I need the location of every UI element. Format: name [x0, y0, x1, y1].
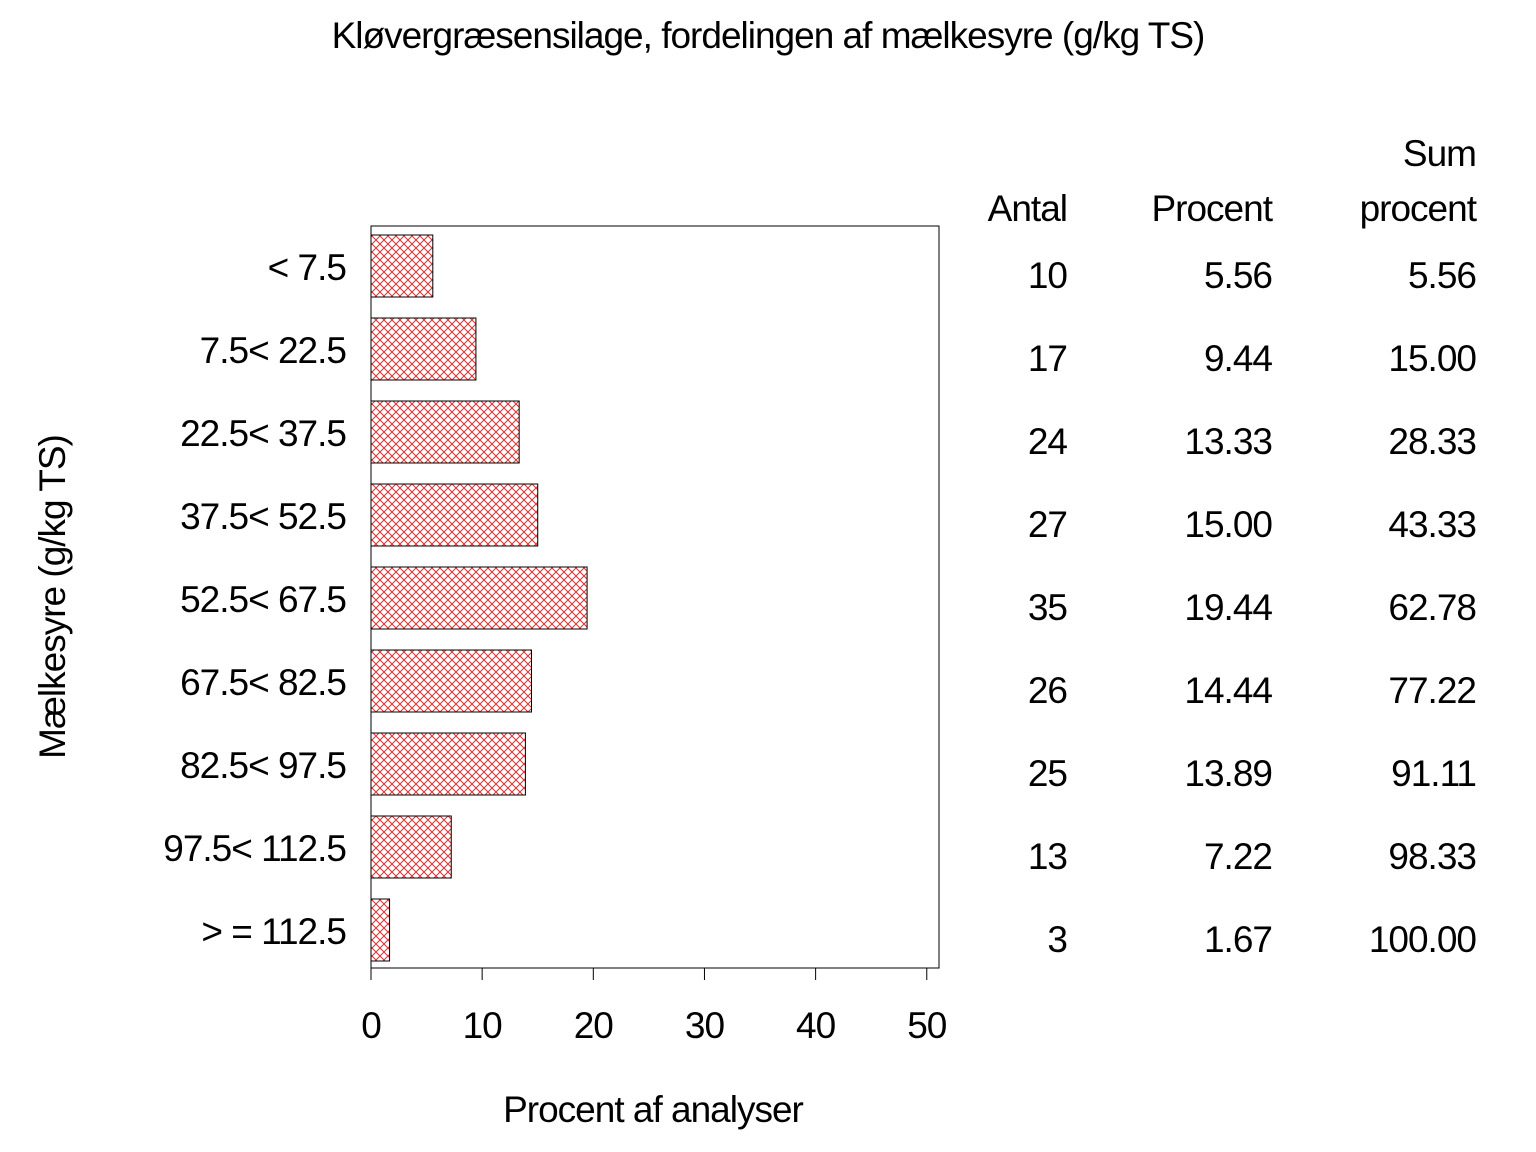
table-count: 35 [1028, 587, 1068, 628]
table-count: 25 [1028, 753, 1068, 794]
table-count: 26 [1028, 670, 1067, 711]
table-percent: 15.00 [1184, 504, 1272, 545]
table-cumulative: 5.56 [1408, 255, 1476, 296]
table-cumulative: 98.33 [1388, 836, 1476, 877]
y-tick-label: > = 112.5 [201, 911, 346, 952]
y-tick-label: < 7.5 [268, 247, 347, 288]
table-percent: 14.44 [1184, 670, 1272, 711]
bar [370, 815, 452, 879]
x-tick-label: 50 [907, 1005, 947, 1046]
x-axis-label: Procent af analyser [503, 1089, 803, 1130]
y-tick-label: 52.5< 67.5 [180, 579, 346, 620]
table-header: procent [1360, 188, 1478, 229]
table-percent: 13.89 [1184, 753, 1272, 794]
y-tick-label: 37.5< 52.5 [180, 496, 346, 537]
table-percent: 9.44 [1204, 338, 1272, 379]
table-count: 10 [1028, 255, 1068, 296]
table-cumulative: 43.33 [1388, 504, 1476, 545]
table-count: 3 [1047, 919, 1067, 960]
bar [370, 649, 533, 713]
y-tick-label: 67.5< 82.5 [180, 662, 346, 703]
table-count: 13 [1028, 836, 1067, 877]
chart-title: Kløvergræsensilage, fordelingen af mælke… [332, 15, 1205, 56]
table-percent: 13.33 [1184, 421, 1272, 462]
table-percent: 5.56 [1204, 255, 1272, 296]
table-count: 17 [1028, 338, 1067, 379]
bar [370, 234, 434, 298]
x-tick-label: 20 [574, 1005, 614, 1046]
table-count: 24 [1028, 421, 1068, 462]
table-percent: 19.44 [1184, 587, 1272, 628]
table-header: Sum [1403, 133, 1476, 174]
y-tick-label: 82.5< 97.5 [180, 745, 346, 786]
table-header: Procent [1151, 188, 1273, 229]
table-cumulative: 77.22 [1388, 670, 1476, 711]
bar [370, 483, 539, 547]
table-cumulative: 28.33 [1388, 421, 1476, 462]
bar [370, 400, 520, 464]
bar [370, 732, 526, 796]
y-tick-label: 97.5< 112.5 [163, 828, 346, 869]
y-tick-label: 7.5< 22.5 [200, 330, 347, 371]
table-count: 27 [1028, 504, 1067, 545]
bar [370, 566, 588, 630]
table-percent: 7.22 [1204, 836, 1272, 877]
bar [370, 317, 477, 381]
table-cumulative: 62.78 [1388, 587, 1476, 628]
x-tick-label: 10 [463, 1005, 503, 1046]
table-percent: 1.67 [1204, 919, 1272, 960]
x-tick-label: 30 [685, 1005, 725, 1046]
bar [370, 898, 391, 962]
x-tick-label: 40 [796, 1005, 836, 1046]
table-cumulative: 15.00 [1388, 338, 1476, 379]
table-cumulative: 91.11 [1391, 753, 1476, 794]
table-header: Antal [988, 188, 1067, 229]
y-tick-label: 22.5< 37.5 [180, 413, 346, 454]
x-tick-label: 0 [361, 1005, 381, 1046]
y-axis-label: Mælkesyre (g/kg TS) [32, 435, 73, 759]
table-cumulative: 100.00 [1369, 919, 1477, 960]
